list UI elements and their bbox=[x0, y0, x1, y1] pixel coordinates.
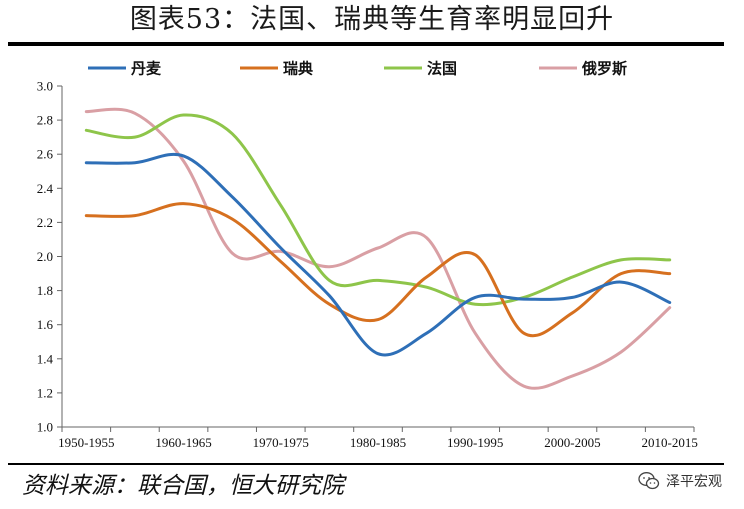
line-chart: 1.0 1.2 1.4 1.6 1.8 2.0 2.2 2.4 2.6 2.8 3.0 1950-19… bbox=[37, 60, 698, 451]
x-tick-label: 1970-1975 bbox=[253, 435, 309, 450]
watermark: 泽平宏观 bbox=[638, 468, 722, 494]
x-tick-label: 1980-1985 bbox=[350, 435, 406, 450]
watermark-text: 泽平宏观 bbox=[666, 474, 722, 490]
y-tick-label: 3.0 bbox=[37, 79, 53, 94]
series-line-3 bbox=[84, 113, 672, 307]
series-line-1 bbox=[84, 152, 672, 357]
x-tick-label: 1960-1965 bbox=[155, 435, 211, 450]
y-tick-label: 2.2 bbox=[37, 215, 53, 230]
page-title: 图表53：法国、瑞典等生育率明显回升 bbox=[129, 4, 615, 35]
series-line-2 bbox=[84, 202, 672, 338]
legend-label-3: 法国 bbox=[427, 60, 457, 78]
chart-axes: 1.0 1.2 1.4 1.6 1.8 2.0 2.2 2.4 2.6 2.8 3.0 1950-19… bbox=[37, 79, 698, 451]
y-tick-label: 2.6 bbox=[37, 147, 54, 162]
legend-label-2: 瑞典 bbox=[283, 60, 313, 78]
series-line-4 bbox=[84, 107, 672, 390]
y-tick-label: 1.0 bbox=[37, 420, 53, 435]
x-tick-label: 2000-2005 bbox=[544, 435, 600, 450]
footer-divider bbox=[8, 463, 724, 465]
y-tick-label: 1.4 bbox=[37, 351, 54, 366]
x-tick-label: 1990-1995 bbox=[447, 435, 503, 450]
legend-label-4: 俄罗斯 bbox=[581, 60, 627, 78]
y-tick-label: 1.2 bbox=[37, 385, 53, 400]
wechat-icon bbox=[638, 472, 660, 490]
x-tick-label: 1950-1955 bbox=[58, 435, 114, 450]
y-tick-label: 2.8 bbox=[37, 113, 53, 128]
legend-label-1: 丹麦 bbox=[131, 60, 162, 78]
source-note: 资料来源：联合国，恒大研究院 bbox=[22, 473, 344, 499]
y-tick-label: 2.4 bbox=[37, 181, 54, 196]
title-divider bbox=[8, 42, 724, 46]
y-tick-label: 2.0 bbox=[37, 249, 53, 264]
chart-legend: 丹麦 瑞典 法国 俄罗斯 bbox=[88, 60, 627, 78]
y-tick-label: 1.6 bbox=[37, 317, 54, 332]
x-tick-label: 2010-2015 bbox=[642, 435, 698, 450]
chart-series bbox=[84, 107, 672, 390]
y-tick-label: 1.8 bbox=[37, 283, 53, 298]
